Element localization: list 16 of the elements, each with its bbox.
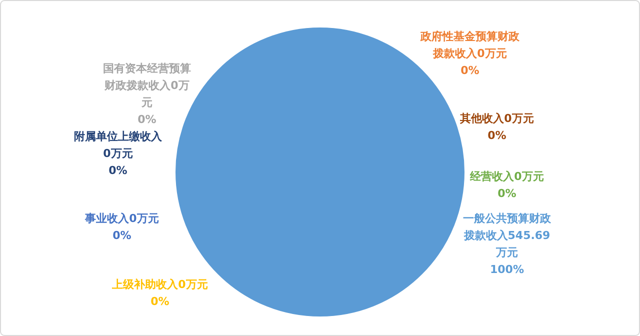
- category-label: 事业收入0万元: [85, 212, 159, 225]
- text: 0%: [138, 113, 156, 126]
- text: 0%: [112, 229, 132, 242]
- data-label: 100%: [490, 263, 524, 276]
- category-label: 其他收入0万元: [460, 112, 534, 125]
- slice-label: 一般公共预算财政拨款收入545.69万元: [462, 212, 552, 259]
- category-label: 附属单位上缴收入0万元: [74, 130, 162, 160]
- text: 0%: [498, 187, 516, 200]
- category-label: 国有资本经营预算财政拨款收入0万元: [103, 62, 191, 109]
- category-label: 上级补助收入0万元: [112, 278, 208, 291]
- text: 0%: [150, 295, 170, 308]
- text: 0%: [488, 129, 506, 142]
- text: 0%: [460, 64, 480, 77]
- category-label: 经营收入0万元: [470, 170, 544, 183]
- category-label: 政府性基金预算财政拨款收入0万元: [420, 30, 520, 60]
- text: 0%: [108, 164, 128, 177]
